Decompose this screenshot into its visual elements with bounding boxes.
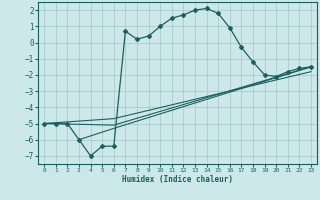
X-axis label: Humidex (Indice chaleur): Humidex (Indice chaleur) [122,175,233,184]
